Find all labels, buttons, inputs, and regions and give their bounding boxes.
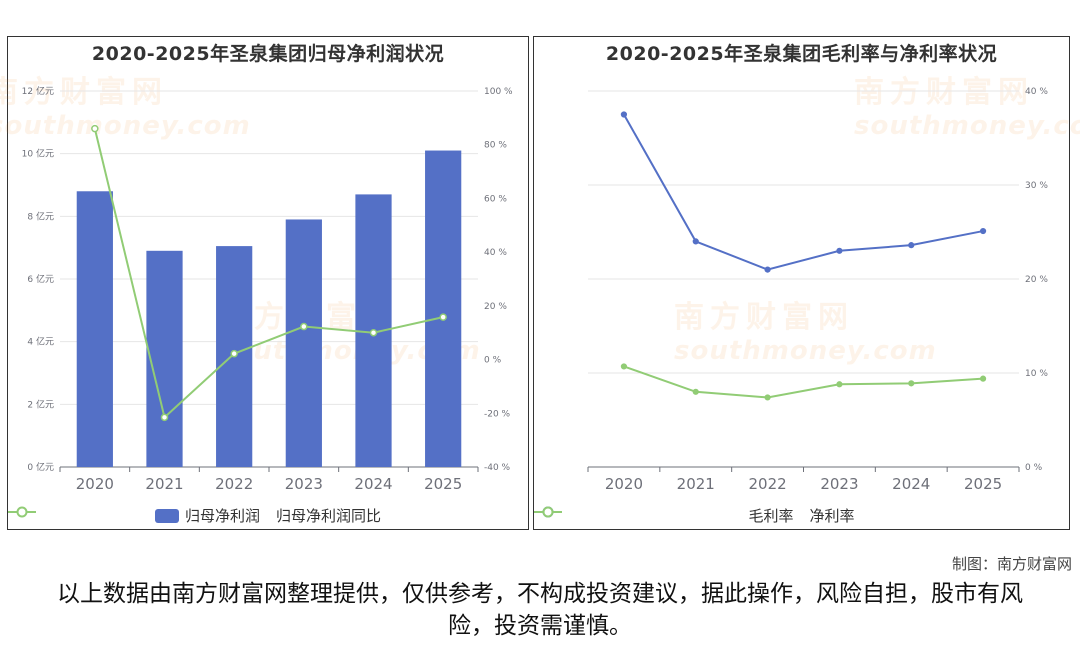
legend-bar-swatch xyxy=(154,508,179,523)
net-margin-point xyxy=(620,363,628,370)
x-tick-label: 2021 xyxy=(145,475,183,493)
margin-chart: 0 % 10 % 20 % 30 % 40 % 2020 2021 2022 2023 2024 2… xyxy=(587,87,1048,493)
yoy-point xyxy=(160,413,169,422)
y-left-tick-label: 2 亿元 xyxy=(27,398,54,410)
net-margin-point xyxy=(836,381,843,388)
y-right-tick-label: 20 % xyxy=(1025,275,1048,285)
legend-line-swatch xyxy=(8,506,36,518)
y-right-tick-label: -20 % xyxy=(484,409,511,419)
yoy-point xyxy=(300,322,308,331)
x-tick-label: 2024 xyxy=(892,475,930,493)
x-tick-label: 2022 xyxy=(215,475,253,493)
legend-item-net-profit[interactable]: 归母净利润 xyxy=(154,505,260,526)
yoy-point xyxy=(369,328,378,337)
gross-margin-point xyxy=(908,242,915,249)
y-left-tick-label: 0 亿元 xyxy=(27,461,54,473)
yoy-point xyxy=(439,313,447,321)
gross-margin-point xyxy=(836,247,843,254)
legend-item-net-profit-yoy[interactable]: 归母净利润同比 xyxy=(8,505,382,526)
yoy-point xyxy=(230,349,238,358)
x-tick-label: 2023 xyxy=(820,475,858,493)
legend-item-gross-margin[interactable]: 毛利率 xyxy=(534,505,794,526)
y-right-tick-label: -40 % xyxy=(484,463,511,473)
bar xyxy=(146,250,183,467)
y-right-tick-label: 60 % xyxy=(484,194,507,204)
bar xyxy=(76,191,113,467)
y-left-tick-label: 10 亿元 xyxy=(22,148,54,160)
y-right-tick-label: 40 % xyxy=(1025,87,1048,97)
y-right-tick-label: 80 % xyxy=(484,141,507,151)
x-tick-label: 2020 xyxy=(605,475,643,493)
y-right-tick-label: 0 % xyxy=(484,356,502,366)
x-tick-label: 2024 xyxy=(354,475,392,493)
net-margin-point xyxy=(979,375,987,382)
net-margin-point xyxy=(908,380,915,387)
legend-label: 归母净利润同比 xyxy=(276,507,382,525)
legend-item-net-margin[interactable]: 净利率 xyxy=(534,505,855,526)
legend-label: 毛利率 xyxy=(748,507,794,525)
bar xyxy=(285,219,322,467)
y-left-tick-label: 6 亿元 xyxy=(27,273,54,285)
x-tick-label: 2023 xyxy=(285,475,323,493)
net-margin-line xyxy=(623,365,984,399)
x-tick-label: 2025 xyxy=(424,475,462,493)
net-margin-point xyxy=(692,388,699,395)
x-tick-label: 2020 xyxy=(76,475,114,493)
chart-title: 2020-2025年圣泉集团归母净利润状况 xyxy=(91,43,445,65)
chart-credit: 制图：南方财富网 xyxy=(951,555,1072,573)
x-tick-label: 2025 xyxy=(964,475,1002,493)
yoy-line xyxy=(93,128,444,420)
y-right-tick-label: 30 % xyxy=(1025,181,1048,191)
y-left-tick-label: 12 亿元 xyxy=(22,85,54,97)
y-left-tick-label: 8 亿元 xyxy=(27,210,54,222)
y-left-tick-label: 4 亿元 xyxy=(27,336,54,348)
net-profit-chart: 0 亿元 2 亿元 4 亿元 6 亿元 8 亿元 10 亿元 12 亿元 -40 % -20 %… xyxy=(22,85,513,493)
gross-margin-point xyxy=(764,266,771,273)
y-right-tick-label: 100 % xyxy=(484,87,513,97)
legend-label: 净利率 xyxy=(809,507,855,525)
y-right-tick-label: 40 % xyxy=(484,248,507,258)
gross-margin-point xyxy=(979,227,987,235)
x-tick-label: 2021 xyxy=(677,475,715,493)
bar xyxy=(425,150,462,467)
chart-title: 2020-2025年圣泉集团毛利率与净利率状况 xyxy=(605,43,998,65)
yoy-point xyxy=(91,124,99,133)
chart-legend: 归母净利润 归母净利润同比 xyxy=(8,505,528,526)
y-right-tick-label: 10 % xyxy=(1025,369,1048,379)
y-right-tick-label: 0 % xyxy=(1025,463,1043,473)
y-right-tick-label: 20 % xyxy=(484,302,507,312)
x-tick-label: 2022 xyxy=(748,475,786,493)
legend-label: 归母净利润 xyxy=(184,507,260,525)
gross-margin-point xyxy=(692,238,699,245)
gross-margin-line xyxy=(623,114,984,271)
disclaimer-text: 以上数据由南方财富网整理提供，仅供参考，不构成投资建议，据此操作，风险自担，股市… xyxy=(57,581,1023,639)
net-margin-point xyxy=(764,394,771,401)
gross-margin-point xyxy=(620,111,628,118)
legend-line-swatch xyxy=(534,506,562,518)
chart-legend: 毛利率 净利率 xyxy=(534,505,1069,526)
